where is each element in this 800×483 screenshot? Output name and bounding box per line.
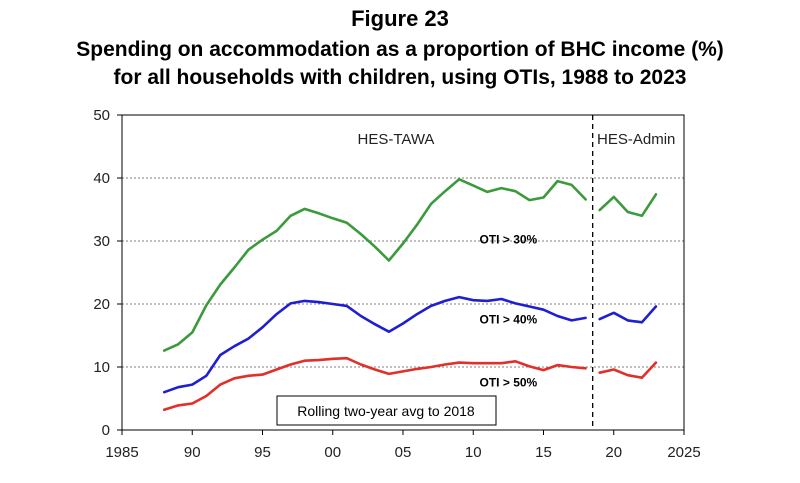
x-tick-label: 90 <box>184 444 201 461</box>
series-label-oti-40: OTI > 40% <box>480 313 538 327</box>
x-tick-label: 00 <box>324 444 341 461</box>
y-tick-label: 0 <box>102 422 110 439</box>
series-line <box>598 193 658 218</box>
figure-title: Figure 23 <box>351 6 449 31</box>
series-line <box>598 305 658 324</box>
x-axis-ticks: 1985 90 95 00 05 10 15 20 2025 <box>105 430 701 461</box>
region-label-hes-tawa: HES-TAWA <box>357 131 434 148</box>
x-tick-label: 15 <box>535 444 552 461</box>
chart-subtitle-line-1: Spending on accommodation as a proportio… <box>76 38 724 61</box>
note-text: Rolling two-year avg to 2018 <box>297 403 475 419</box>
y-tick-label: 50 <box>93 107 110 124</box>
plot-area-frame <box>121 114 685 431</box>
chart-subtitle-line-2: for all households with children, using … <box>113 66 687 89</box>
x-tick-label: 05 <box>395 444 412 461</box>
gridlines <box>122 177 684 368</box>
region-label-hes-admin: HES-Admin <box>597 131 675 148</box>
x-tick-label: 10 <box>465 444 482 461</box>
series-label-oti-50: OTI > 50% <box>480 376 538 390</box>
y-tick-label: 10 <box>93 359 110 376</box>
y-tick-label: 30 <box>93 233 110 250</box>
y-axis-ticks: 0 10 20 30 40 50 <box>93 107 122 439</box>
x-tick-label: 20 <box>605 444 622 461</box>
series-group <box>162 178 658 412</box>
x-tick-label: 2025 <box>667 444 700 461</box>
note-box <box>276 395 497 426</box>
x-tick-label: 1985 <box>105 444 138 461</box>
series-line <box>598 361 658 380</box>
x-tick-label: 95 <box>254 444 271 461</box>
series-label-oti-30: OTI > 30% <box>480 233 538 247</box>
y-tick-label: 40 <box>93 170 110 187</box>
y-tick-label: 20 <box>93 296 110 313</box>
